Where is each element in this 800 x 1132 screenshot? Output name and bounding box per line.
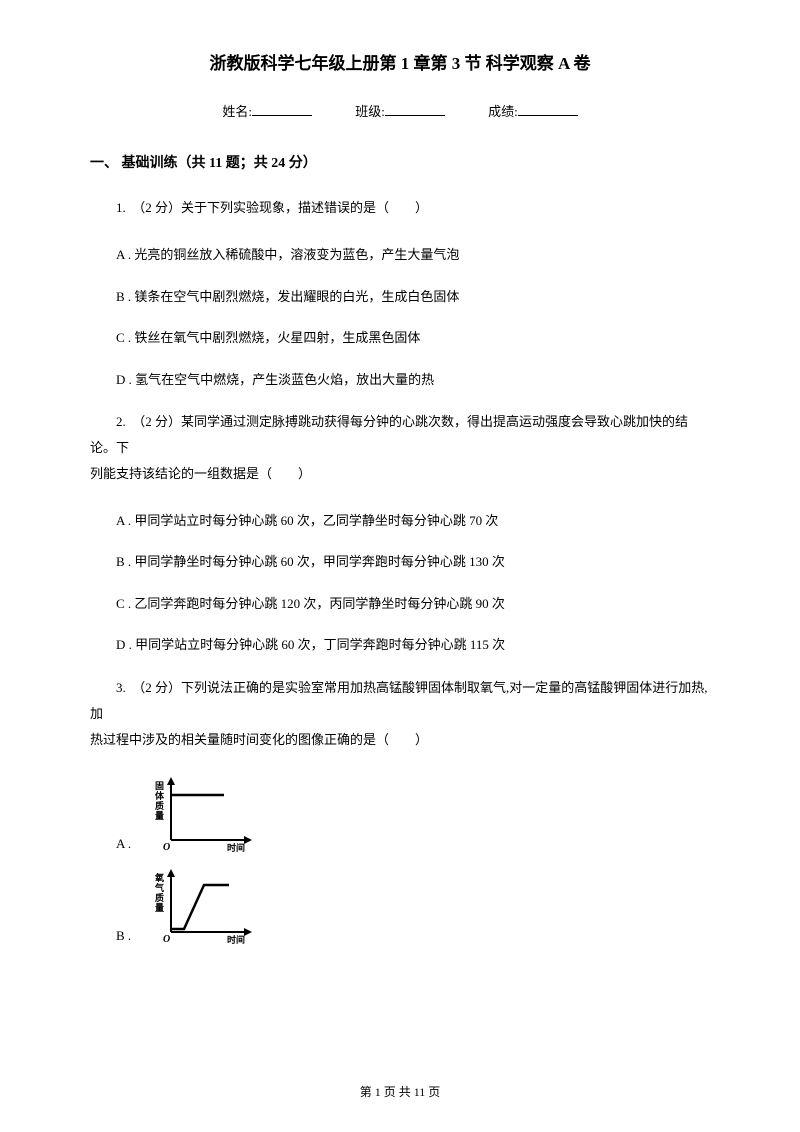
chart-a-ylabel4: 量 xyxy=(155,810,164,821)
q3-stem-line2: 热过程中涉及的相关量随时间变化的图像正确的是（ ） xyxy=(90,727,710,753)
chart-b-line xyxy=(171,885,229,929)
info-row: 姓名: 班级: 成绩: xyxy=(90,102,710,123)
chart-a-yarrow xyxy=(167,777,175,785)
page-footer: 第 1 页 共 11 页 xyxy=(0,1083,800,1102)
chart-b-xarrow xyxy=(244,928,252,936)
score-blank xyxy=(518,115,578,116)
chart-b-ylabel1: 氧 xyxy=(154,872,164,883)
name-blank xyxy=(252,115,312,116)
chart-a-ylabel3: 质 xyxy=(155,800,164,811)
chart-a: 固 体 质 量 O 时间 xyxy=(149,775,264,855)
chart-a-ylabel2: 体 xyxy=(155,790,165,801)
chart-a-ylabel1: 固 xyxy=(155,781,164,791)
q3-option-b: B . 氧 气 质 量 O 时间 xyxy=(90,867,710,947)
q2-stem: 2. （2 分）某同学通过测定脉搏跳动获得每分钟的心跳次数，得出提高运动强度会导… xyxy=(90,409,710,487)
class-label: 班级: xyxy=(355,102,385,123)
chart-b-svg: 氧 气 质 量 O 时间 xyxy=(149,867,264,947)
q2-stem-line1: 2. （2 分）某同学通过测定脉搏跳动获得每分钟的心跳次数，得出提高运动强度会导… xyxy=(90,409,710,461)
chart-a-origin: O xyxy=(163,842,170,853)
q2-option-a: A . 甲同学站立时每分钟心跳 60 次，乙同学静坐时每分钟心跳 70 次 xyxy=(90,509,710,532)
section-heading: 一、 基础训练（共 11 题；共 24 分） xyxy=(90,153,710,175)
q1-stem: 1. （2 分）关于下列实验现象，描述错误的是（ ） xyxy=(90,195,710,221)
score-label: 成绩: xyxy=(488,102,518,123)
chart-b: 氧 气 质 量 O 时间 xyxy=(149,867,264,947)
chart-a-svg: 固 体 质 量 O 时间 xyxy=(149,775,264,855)
q3-optb-label: B . xyxy=(90,926,131,947)
q2-option-b: B . 甲同学静坐时每分钟心跳 60 次，甲同学奔跑时每分钟心跳 130 次 xyxy=(90,550,710,573)
q3-opta-label: A . xyxy=(90,834,131,855)
page-title: 浙教版科学七年级上册第 1 章第 3 节 科学观察 A 卷 xyxy=(90,50,710,77)
chart-b-yarrow xyxy=(167,869,175,877)
chart-b-ylabel2: 气 xyxy=(154,882,164,893)
name-label: 姓名: xyxy=(222,102,252,123)
q1-option-c: C . 铁丝在氧气中剧烈燃烧，火星四射，生成黑色固体 xyxy=(90,326,710,349)
q1-option-a: A . 光亮的铜丝放入稀硫酸中，溶液变为蓝色，产生大量气泡 xyxy=(90,243,710,266)
q2-option-c: C . 乙同学奔跑时每分钟心跳 120 次，丙同学静坐时每分钟心跳 90 次 xyxy=(90,592,710,615)
chart-a-xlabel: 时间 xyxy=(227,842,245,853)
class-blank xyxy=(385,115,445,116)
q3-option-a: A . 固 体 质 量 O 时间 xyxy=(90,775,710,855)
chart-b-ylabel3: 质 xyxy=(155,892,164,903)
q1-option-d: D . 氢气在空气中燃烧，产生淡蓝色火焰，放出大量的热 xyxy=(90,368,710,391)
chart-b-xlabel: 时间 xyxy=(227,934,245,945)
chart-b-ylabel4: 量 xyxy=(155,902,164,913)
q1-option-b: B . 镁条在空气中剧烈燃烧，发出耀眼的白光，生成白色固体 xyxy=(90,285,710,308)
chart-a-xarrow xyxy=(244,836,252,844)
q2-stem-line2: 列能支持该结论的一组数据是（ ） xyxy=(90,461,710,487)
q3-stem: 3. （2 分）下列说法正确的是实验室常用加热高锰酸钾固体制取氧气,对一定量的高… xyxy=(90,675,710,753)
q3-stem-line1: 3. （2 分）下列说法正确的是实验室常用加热高锰酸钾固体制取氧气,对一定量的高… xyxy=(90,675,710,727)
q2-option-d: D . 甲同学站立时每分钟心跳 60 次，丁同学奔跑时每分钟心跳 115 次 xyxy=(90,633,710,656)
chart-b-origin: O xyxy=(163,934,170,945)
